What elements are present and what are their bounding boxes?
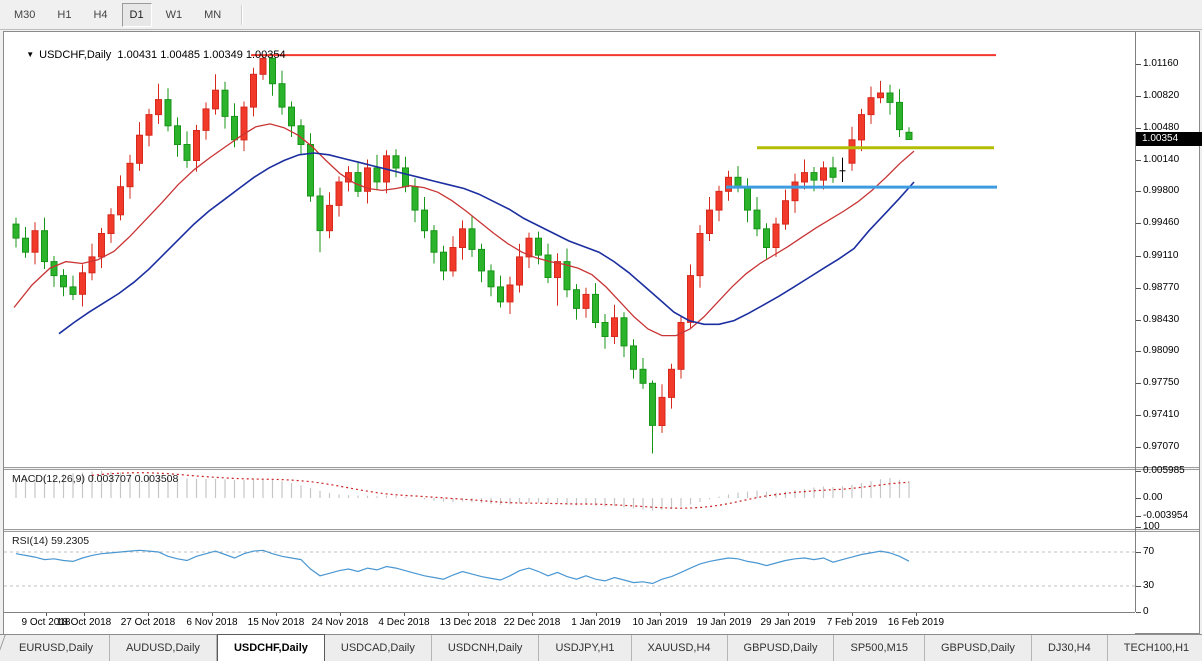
date-axis-label: 15 Nov 2018 xyxy=(236,613,316,628)
date-axis-label: 19 Jan 2019 xyxy=(684,613,764,628)
chart-ohlc-values: 1.00431 1.00485 1.00349 1.00354 xyxy=(117,49,286,61)
timeframe-button-d1[interactable]: D1 xyxy=(121,2,152,27)
tab-audusd-daily[interactable]: AUDUSD,Daily xyxy=(110,635,217,661)
date-axis-label: 1 Jan 2019 xyxy=(556,613,636,628)
rsi-indicator-label: RSI(14) 59.2305 xyxy=(12,535,90,547)
timeframe-button-h4[interactable]: H4 xyxy=(93,8,108,21)
date-axis-label: 10 Jan 2019 xyxy=(620,613,700,628)
chart-title: ▼ USDCHF,Daily 1.00431 1.00485 1.00349 1.… xyxy=(14,37,286,73)
date-axis: 9 Oct 2018 18 Oct 2018 27 Oct 2018 6 Nov 20… xyxy=(4,612,1135,634)
macd-axis-label: -0.003954 xyxy=(1135,510,1189,521)
date-axis-label: 29 Jan 2019 xyxy=(748,613,828,628)
tab-tech100-h1[interactable]: TECH100,H1 xyxy=(1108,635,1202,661)
tab-gbpusd-daily[interactable]: GBPUSD,Daily xyxy=(728,635,835,661)
current-price-badge: 1.00354 xyxy=(1136,132,1202,146)
price-axis-label: 0.99460 xyxy=(1135,217,1180,228)
tab-sp500-m15[interactable]: SP500,M15 xyxy=(834,635,925,661)
price-axis-label: 1.00820 xyxy=(1135,90,1180,101)
price-chart-canvas[interactable] xyxy=(4,32,1135,467)
rsi-axis-label: 30 xyxy=(1135,580,1155,591)
tab-usdcnh-daily[interactable]: USDCNH,Daily xyxy=(432,635,540,661)
tab-usdjpy-h1[interactable]: USDJPY,H1 xyxy=(539,635,632,661)
macd-indicator-label: MACD(12,26,9) 0.003707 0.003508 xyxy=(12,473,179,485)
tab-usdcad-daily[interactable]: USDCAD,Daily xyxy=(325,635,432,661)
tab-gbpusd-daily[interactable]: GBPUSD,Daily xyxy=(925,635,1032,661)
timeframe-button-h1[interactable]: H1 xyxy=(57,8,72,21)
macd-chart-canvas[interactable] xyxy=(4,470,1135,529)
date-axis-label: 13 Dec 2018 xyxy=(428,613,508,628)
date-axis-label: 4 Dec 2018 xyxy=(364,613,444,628)
panel-divider[interactable] xyxy=(4,467,1199,470)
date-axis-label: 27 Oct 2018 xyxy=(108,613,188,628)
price-axis-label: 0.97410 xyxy=(1135,409,1180,420)
date-axis-label: 24 Nov 2018 xyxy=(300,613,380,628)
price-axis-label: 0.98770 xyxy=(1135,282,1180,293)
tab-eurusd-daily[interactable]: EURUSD,Daily xyxy=(3,635,110,661)
date-axis-label: 18 Oct 2018 xyxy=(44,613,124,628)
price-axis-label: 1.00480 xyxy=(1135,122,1180,133)
chart-tab-bar: EURUSD,Daily AUDUSD,Daily USDCHF,Daily USDC… xyxy=(0,634,1202,661)
price-axis-label: 0.97750 xyxy=(1135,377,1180,388)
price-axis-label: 0.99800 xyxy=(1135,185,1180,196)
chart-symbol-label: USDCHF,Daily xyxy=(39,49,112,61)
price-axis: 1.00354 1.01160 1.00820 1.00480 1.00140 0.99… xyxy=(1135,32,1202,617)
rsi-axis-label: 0 xyxy=(1136,606,1149,617)
rsi-axis-label: 100 xyxy=(1136,521,1160,532)
price-axis-label: 0.98430 xyxy=(1135,314,1180,325)
date-axis-label: 16 Feb 2019 xyxy=(876,613,956,628)
timeframe-button-mn[interactable]: MN xyxy=(204,8,222,21)
tab-xauusd-h4[interactable]: XAUUSD,H4 xyxy=(632,635,728,661)
macd-axis-label: 0.00 xyxy=(1135,492,1163,503)
price-axis-label: 0.99110 xyxy=(1135,250,1179,261)
date-axis-label: 22 Dec 2018 xyxy=(492,613,572,628)
tab-dj30-h4[interactable]: DJ30,H4 xyxy=(1032,635,1108,661)
chart-window: ▼ USDCHF,Daily 1.00431 1.00485 1.00349 1.… xyxy=(3,31,1202,634)
timeframe-button-w1[interactable]: W1 xyxy=(165,8,183,21)
toolbar-separator xyxy=(241,4,244,25)
panel-divider[interactable] xyxy=(4,529,1199,532)
date-axis-label: 6 Nov 2018 xyxy=(172,613,252,628)
chevron-down-icon[interactable]: ▼ xyxy=(26,50,35,59)
price-axis-label: 0.97070 xyxy=(1135,441,1180,452)
rsi-axis-label: 70 xyxy=(1135,546,1155,557)
price-axis-label: 0.98090 xyxy=(1135,345,1180,356)
macd-axis-label: 0.005985 xyxy=(1136,465,1185,476)
rsi-chart-canvas[interactable] xyxy=(4,532,1135,612)
price-axis-label: 1.00140 xyxy=(1135,154,1180,165)
date-axis-label: 7 Feb 2019 xyxy=(812,613,892,628)
timeframe-button-m30[interactable]: M30 xyxy=(14,8,36,21)
price-axis-label: 1.01160 xyxy=(1135,58,1179,69)
date-axis-label: 9 Oct 2018 xyxy=(6,613,86,628)
timeframe-toolbar: M30 H1 H4 D1 W1 MN xyxy=(0,0,1202,30)
tab-usdchf-daily[interactable]: USDCHF,Daily xyxy=(216,634,325,661)
